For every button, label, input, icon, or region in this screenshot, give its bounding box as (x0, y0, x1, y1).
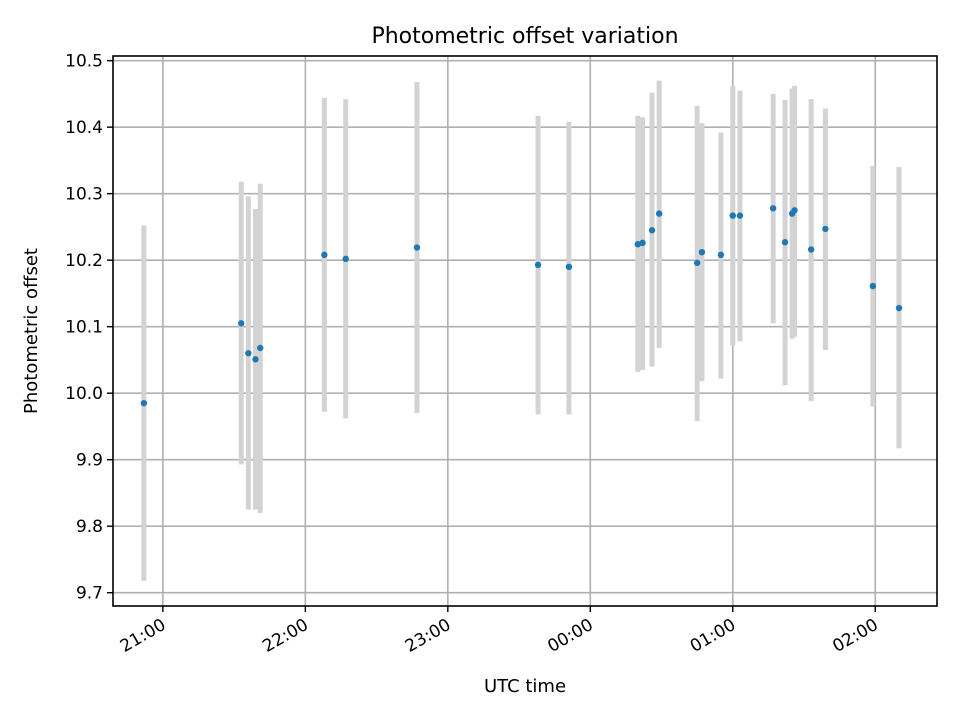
y-tick-label: 10.4 (65, 118, 103, 138)
data-point (769, 205, 777, 212)
series-layer (140, 80, 903, 581)
data-point (729, 212, 736, 219)
y-tick-label: 9.9 (76, 451, 103, 471)
data-point (257, 344, 264, 352)
y-tick-label: 9.8 (76, 517, 103, 537)
data-point (342, 255, 349, 263)
chart-title: Photometric offset variation (371, 24, 678, 49)
x-axis-label: UTC time (484, 676, 566, 697)
y-tick-label: 10.5 (65, 52, 103, 72)
data-point (245, 350, 252, 357)
x-tick-label: 21:00 (117, 615, 169, 657)
data-point (648, 227, 656, 234)
data-point (698, 248, 706, 256)
data-point (655, 210, 663, 217)
data-point (565, 263, 573, 271)
data-point (807, 246, 815, 253)
x-tick-label: 00:00 (544, 615, 596, 657)
data-point (791, 207, 798, 214)
y-tick-label: 9.7 (76, 584, 103, 604)
x-tick-label: 02:00 (829, 615, 881, 657)
y-tick-label: 10.3 (65, 185, 103, 205)
data-point (717, 251, 725, 259)
data-point (736, 212, 744, 219)
data-point (639, 239, 646, 247)
data-point (413, 244, 421, 251)
y-tick-label: 10.0 (65, 384, 103, 404)
data-point (534, 261, 542, 269)
data-point (238, 320, 245, 327)
data-point (321, 251, 328, 259)
data-point (822, 225, 829, 233)
data-point (781, 239, 789, 246)
x-tick-label: 23:00 (402, 615, 454, 657)
axis-layer: 9.7 9.8 9.9 10.0 10.1 10.2 10.3 10.4 10.5 21:00 22… (65, 52, 882, 657)
data-point (140, 399, 148, 407)
y-tick-label: 10.2 (65, 251, 103, 271)
x-tick-label: 22:00 (259, 615, 311, 657)
y-tick-label: 10.1 (65, 318, 103, 338)
data-point (252, 356, 259, 363)
x-tick-label: 01:00 (687, 615, 739, 657)
y-axis-label: Photometric offset (21, 248, 42, 414)
data-point (693, 259, 701, 267)
data-point (895, 304, 903, 312)
data-point (869, 282, 877, 290)
plot-frame (112, 55, 938, 607)
